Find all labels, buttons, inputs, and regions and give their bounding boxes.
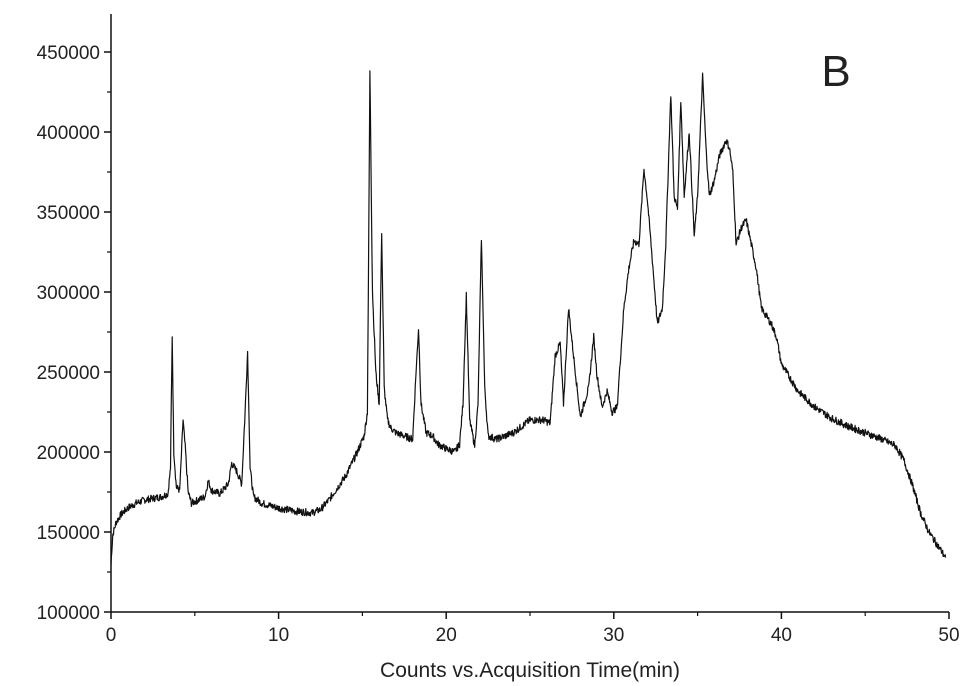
- series-line-0: [110, 70, 947, 565]
- x-tick-label: 50: [938, 625, 959, 646]
- y-tick-label: 200000: [37, 443, 100, 464]
- y-tick-label: 100000: [37, 603, 100, 624]
- x-axis: 0 10 20 30 40 50: [106, 611, 960, 646]
- x-tick-label: 10: [268, 625, 289, 646]
- y-ticks: 100000 150000 200000 250000 300000 350000 4000…: [37, 43, 111, 624]
- y-tick-label: 150000: [37, 523, 100, 544]
- panel-label: B: [821, 47, 850, 96]
- y-tick-label: 450000: [37, 43, 100, 64]
- y-tick-label: 400000: [37, 123, 100, 144]
- x-tick-label: 40: [771, 625, 792, 646]
- x-tick-label: 30: [603, 625, 624, 646]
- x-tick-label: 20: [436, 625, 457, 646]
- y-tick-label: 250000: [37, 363, 100, 384]
- y-tick-label: 300000: [37, 283, 100, 304]
- y-axis: 100000 150000 200000 250000 300000 350000 4000…: [37, 14, 112, 624]
- y-tick-label: 350000: [37, 203, 100, 224]
- x-axis-title: Counts vs.Acquisition Time(min): [380, 659, 680, 682]
- x-tick-label: 0: [106, 625, 117, 646]
- x-ticks: 0 10 20 30 40 50: [106, 612, 960, 646]
